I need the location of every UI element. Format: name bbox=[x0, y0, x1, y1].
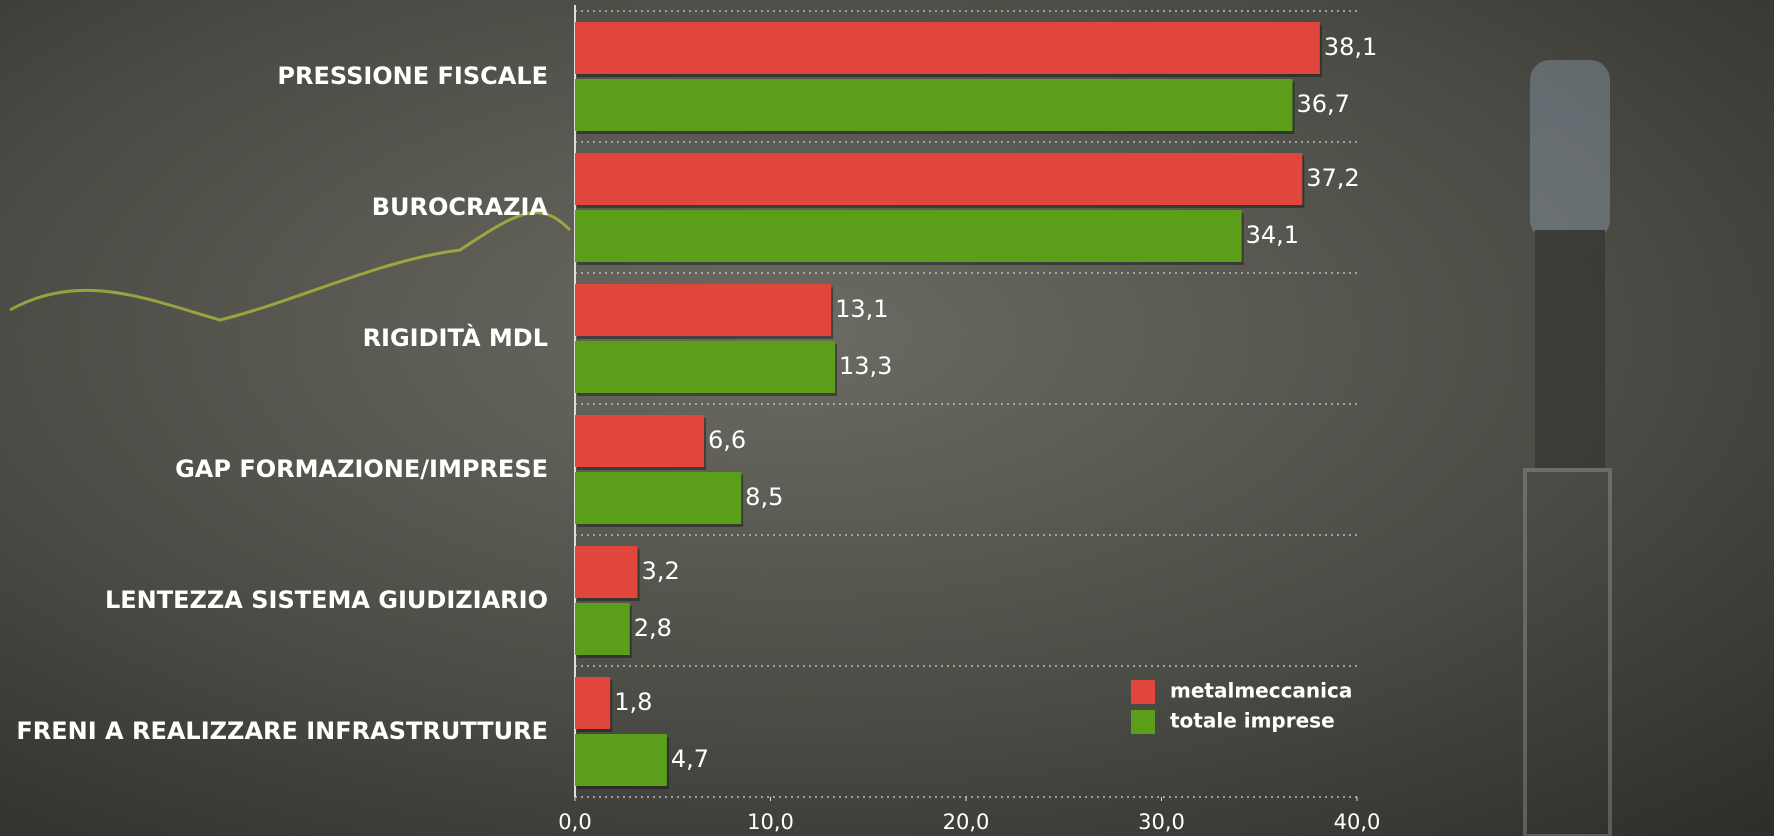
legend-label: metalmeccanica bbox=[1170, 679, 1352, 703]
x-tick-label: 0,0 bbox=[558, 810, 591, 834]
legend-swatch bbox=[1131, 680, 1155, 704]
bar bbox=[575, 677, 610, 729]
x-tick-label: 30,0 bbox=[1138, 810, 1185, 834]
bar bbox=[575, 79, 1292, 131]
value-label: 6,6 bbox=[708, 426, 746, 454]
bar bbox=[575, 22, 1320, 74]
category-label: RIGIDITÀ MDL bbox=[363, 323, 548, 352]
x-tick-label: 40,0 bbox=[1334, 810, 1381, 834]
value-label: 13,1 bbox=[835, 295, 888, 323]
category-label: PRESSIONE FISCALE bbox=[277, 62, 548, 90]
legend-label: totale imprese bbox=[1170, 709, 1335, 733]
bar bbox=[575, 546, 638, 598]
chart: 0,0 10,0 20,0 30,0 40,0 PRESSIONE FISCALE 38,1… bbox=[0, 0, 1774, 836]
legend-swatch bbox=[1131, 710, 1155, 734]
bar bbox=[575, 734, 667, 786]
category-label: LENTEZZA SISTEMA GIUDIZIARIO bbox=[105, 586, 548, 614]
value-label: 1,8 bbox=[614, 688, 652, 716]
x-tick-label: 20,0 bbox=[943, 810, 990, 834]
category-label: BUROCRAZIA bbox=[372, 193, 549, 221]
category-label: GAP FORMAZIONE/IMPRESE bbox=[175, 455, 548, 483]
value-label: 34,1 bbox=[1246, 221, 1299, 249]
value-label: 3,2 bbox=[642, 557, 680, 585]
bar bbox=[575, 210, 1242, 262]
value-label: 13,3 bbox=[839, 352, 892, 380]
bar bbox=[575, 153, 1302, 205]
value-label: 8,5 bbox=[745, 483, 783, 511]
bar bbox=[575, 284, 831, 336]
x-tick-label: 10,0 bbox=[747, 810, 794, 834]
value-label: 37,2 bbox=[1306, 164, 1359, 192]
bar bbox=[575, 603, 630, 655]
category-label: FRENI A REALIZZARE INFRASTRUTTURE bbox=[16, 717, 548, 745]
bar bbox=[575, 415, 704, 467]
bar bbox=[575, 341, 835, 393]
value-label: 4,7 bbox=[671, 745, 709, 773]
value-label: 2,8 bbox=[634, 614, 672, 642]
page: 0,0 10,0 20,0 30,0 40,0 PRESSIONE FISCALE 38,1… bbox=[0, 0, 1774, 836]
value-label: 38,1 bbox=[1324, 33, 1377, 61]
value-label: 36,7 bbox=[1296, 90, 1349, 118]
bar bbox=[575, 472, 741, 524]
